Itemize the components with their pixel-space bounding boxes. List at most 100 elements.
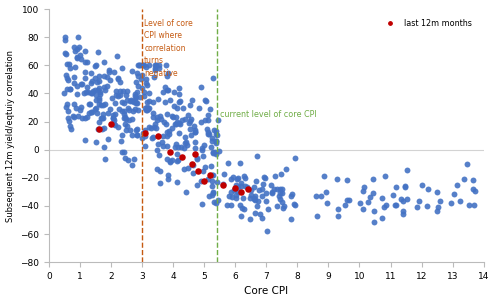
Point bbox=[191, 130, 198, 134]
Point bbox=[346, 198, 353, 202]
Point bbox=[140, 90, 148, 95]
Point bbox=[436, 199, 444, 204]
Point bbox=[414, 199, 422, 204]
Point bbox=[180, 146, 188, 150]
Point bbox=[128, 163, 136, 168]
Point bbox=[187, 117, 195, 122]
Point bbox=[168, 157, 176, 162]
Point bbox=[258, 194, 266, 199]
Point bbox=[88, 79, 96, 84]
X-axis label: Core CPI: Core CPI bbox=[244, 286, 289, 297]
Point bbox=[241, 175, 248, 180]
Point bbox=[99, 115, 107, 120]
Point bbox=[320, 174, 328, 179]
Point bbox=[203, 127, 211, 131]
Point bbox=[391, 203, 399, 208]
Point bbox=[149, 110, 157, 115]
Point bbox=[199, 169, 207, 174]
Point bbox=[121, 121, 129, 126]
Point bbox=[83, 84, 91, 89]
Point bbox=[73, 55, 81, 59]
Point bbox=[118, 100, 126, 105]
Point bbox=[244, 187, 251, 191]
Point bbox=[118, 65, 126, 70]
Point bbox=[237, 184, 245, 188]
Point bbox=[76, 108, 84, 112]
Point bbox=[151, 63, 159, 68]
Point bbox=[180, 166, 188, 171]
Point bbox=[423, 203, 431, 208]
Point bbox=[175, 91, 183, 96]
Point bbox=[134, 84, 142, 88]
Point bbox=[176, 99, 184, 104]
Point bbox=[188, 161, 196, 166]
Point bbox=[313, 214, 321, 218]
Point bbox=[238, 206, 246, 210]
Point bbox=[183, 143, 191, 148]
Point bbox=[433, 190, 441, 194]
Point bbox=[88, 91, 96, 95]
Point bbox=[128, 116, 136, 121]
Point bbox=[282, 166, 290, 171]
Point bbox=[82, 89, 90, 94]
Point bbox=[123, 88, 131, 93]
Point bbox=[111, 101, 119, 105]
Point bbox=[212, 151, 220, 156]
Point bbox=[164, 87, 172, 92]
Point bbox=[208, 190, 216, 195]
Point bbox=[276, 191, 284, 195]
Point bbox=[155, 66, 163, 70]
Point bbox=[87, 81, 95, 85]
Point bbox=[70, 75, 78, 80]
Point bbox=[252, 178, 260, 183]
Point bbox=[278, 187, 286, 191]
Point bbox=[228, 195, 236, 200]
Point bbox=[403, 196, 411, 201]
Point bbox=[369, 191, 377, 196]
Point bbox=[99, 145, 107, 150]
Point bbox=[258, 182, 266, 187]
Point bbox=[99, 102, 107, 107]
Point bbox=[106, 107, 114, 111]
Point bbox=[413, 205, 421, 210]
Point bbox=[89, 89, 97, 94]
Point bbox=[209, 150, 217, 155]
Point bbox=[93, 110, 101, 115]
Point bbox=[424, 186, 432, 191]
Point bbox=[95, 79, 103, 84]
Point bbox=[173, 159, 181, 164]
Point bbox=[99, 74, 107, 79]
Point bbox=[287, 194, 295, 198]
Point bbox=[83, 60, 91, 65]
Point bbox=[166, 98, 174, 103]
Point bbox=[130, 156, 138, 161]
Point bbox=[94, 50, 102, 54]
Point bbox=[208, 135, 216, 140]
Point bbox=[139, 63, 147, 68]
Point bbox=[465, 202, 473, 207]
Point bbox=[237, 181, 245, 186]
Point bbox=[62, 52, 70, 57]
Point bbox=[146, 106, 153, 111]
Point bbox=[184, 113, 192, 118]
Point bbox=[291, 156, 299, 161]
Point bbox=[156, 169, 164, 174]
Point bbox=[274, 203, 282, 208]
Point bbox=[188, 97, 196, 102]
Y-axis label: Subsequent 12m yield/eqtuiy correlation: Subsequent 12m yield/eqtuiy correlation bbox=[5, 50, 14, 222]
Point bbox=[168, 114, 176, 118]
Point bbox=[470, 203, 478, 208]
Point bbox=[184, 166, 192, 171]
Point bbox=[379, 196, 387, 201]
Point bbox=[213, 180, 221, 185]
Point bbox=[65, 119, 73, 124]
Point bbox=[456, 199, 464, 204]
Point bbox=[104, 111, 112, 115]
Point bbox=[208, 193, 216, 198]
Point bbox=[118, 133, 126, 137]
Point bbox=[156, 113, 164, 118]
Point bbox=[323, 200, 331, 205]
Point bbox=[260, 175, 268, 179]
Point bbox=[201, 98, 209, 103]
Point bbox=[204, 176, 212, 181]
